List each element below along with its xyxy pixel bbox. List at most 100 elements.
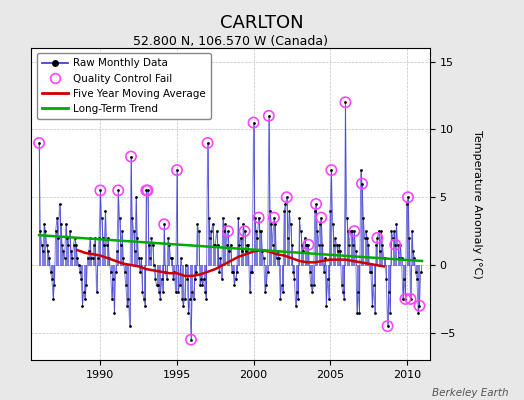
Point [185, 296, 194, 302]
Point [180, 296, 189, 302]
Point [162, 276, 171, 282]
Point [368, 302, 376, 309]
Point [267, 221, 276, 228]
Point [212, 228, 221, 234]
Point [317, 214, 325, 221]
Point [382, 276, 390, 282]
Point [256, 228, 264, 234]
Point [107, 296, 116, 302]
Point [82, 282, 91, 288]
Point [169, 276, 177, 282]
Point [298, 242, 306, 248]
Point [391, 242, 399, 248]
Point [400, 276, 408, 282]
Point [335, 242, 343, 248]
Point [311, 208, 319, 214]
Point [350, 228, 358, 234]
Point [127, 153, 135, 160]
Point [151, 276, 159, 282]
Point [217, 276, 226, 282]
Point [124, 296, 133, 302]
Point [60, 255, 69, 262]
Point [57, 221, 65, 228]
Point [384, 323, 392, 329]
Point [377, 228, 385, 234]
Point [291, 302, 300, 309]
Point [206, 235, 214, 241]
Point [293, 289, 301, 295]
Point [257, 228, 265, 234]
Point [343, 214, 351, 221]
Point [201, 289, 209, 295]
Point [284, 235, 292, 241]
Point [72, 242, 80, 248]
Text: CARLTON: CARLTON [220, 14, 304, 32]
Point [69, 242, 78, 248]
Point [106, 269, 115, 275]
Point [249, 120, 258, 126]
Point [248, 269, 256, 275]
Point [142, 187, 150, 194]
Point [233, 269, 241, 275]
Point [309, 282, 318, 288]
Point [320, 269, 328, 275]
Point [227, 269, 236, 275]
Point [179, 302, 188, 309]
Point [300, 235, 309, 241]
Point [281, 201, 290, 207]
Point [416, 302, 424, 309]
Point [358, 180, 366, 187]
Point [191, 276, 199, 282]
Point [308, 289, 316, 295]
Point [414, 309, 422, 316]
Point [264, 269, 272, 275]
Point [288, 242, 296, 248]
Point [64, 242, 73, 248]
Point [144, 187, 152, 194]
Point [152, 282, 161, 288]
Point [80, 289, 88, 295]
Point [353, 309, 361, 316]
Point [142, 187, 150, 194]
Point [401, 296, 410, 302]
Point [321, 255, 329, 262]
Point [416, 302, 424, 309]
Legend: Raw Monthly Data, Quality Control Fail, Five Year Moving Average, Long-Term Tren: Raw Monthly Data, Quality Control Fail, … [37, 53, 211, 119]
Point [168, 255, 176, 262]
Point [54, 235, 62, 241]
Point [37, 242, 46, 248]
Point [271, 221, 279, 228]
Point [211, 242, 220, 248]
Point [145, 242, 153, 248]
Point [141, 302, 149, 309]
Point [133, 235, 141, 241]
Point [239, 221, 247, 228]
Point [392, 221, 401, 228]
Point [250, 214, 259, 221]
Point [173, 167, 181, 173]
Point [313, 228, 322, 234]
Point [197, 276, 205, 282]
Point [137, 255, 145, 262]
Point [174, 289, 182, 295]
Point [294, 296, 302, 302]
Point [182, 262, 190, 268]
Point [411, 269, 420, 275]
Point [210, 242, 218, 248]
Point [355, 309, 364, 316]
Point [105, 255, 114, 262]
Point [312, 201, 320, 207]
Point [101, 208, 110, 214]
Point [220, 228, 228, 234]
Point [160, 221, 168, 228]
Point [327, 167, 335, 173]
Point [410, 255, 419, 262]
Point [146, 255, 155, 262]
Point [304, 242, 313, 248]
Point [127, 153, 135, 160]
Point [404, 194, 412, 200]
Point [341, 99, 350, 106]
Point [312, 201, 320, 207]
Point [405, 235, 413, 241]
Point [349, 242, 357, 248]
